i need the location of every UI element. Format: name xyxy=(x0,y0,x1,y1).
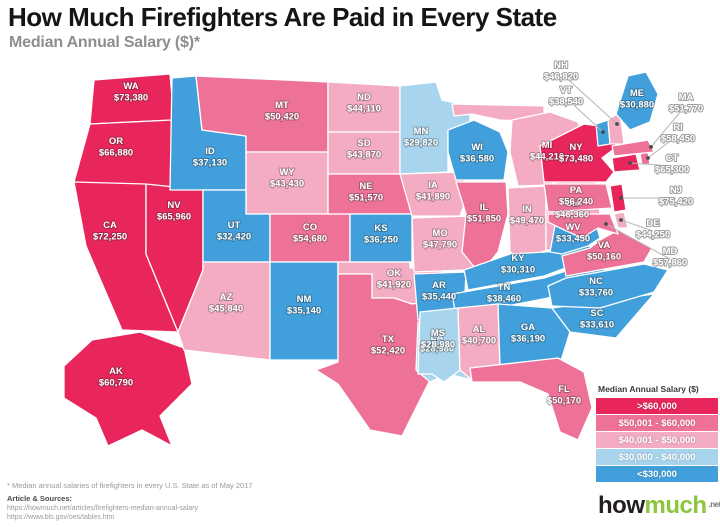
state-md-label: MD $57,860 xyxy=(653,246,687,269)
logo-net: .net xyxy=(708,500,720,509)
state-fl-shape xyxy=(469,357,593,441)
legend-band-0: >$60,000 xyxy=(596,398,718,414)
state-nm-label: NM $35,140 xyxy=(287,294,321,317)
state-va-label: VA $50,160 xyxy=(587,240,621,263)
state-fl-label: FL $50,170 xyxy=(547,384,581,407)
state-ks-label: KS $36,250 xyxy=(364,223,398,246)
leader-line-ma xyxy=(650,104,687,148)
leader-line-md xyxy=(605,223,671,260)
state-ct-label: CT $65,300 xyxy=(655,153,689,176)
state-nh-label: NH $46,820 xyxy=(544,60,578,83)
leader-line-ri xyxy=(647,134,679,159)
state-ny-label: NY $73,480 xyxy=(559,142,593,165)
state-sc-label: SC $33,610 xyxy=(580,308,614,331)
leader-line-de xyxy=(620,219,654,232)
state-pa-shape xyxy=(543,183,613,213)
state-tn-label: TN $38,460 xyxy=(487,282,521,305)
state-wi-label: WI $36,580 xyxy=(460,142,494,165)
anchor-dot-nj xyxy=(619,196,623,200)
footnote: * Median annual salaries of firefighters… xyxy=(7,481,253,490)
state-id-label: ID $37,130 xyxy=(193,146,227,169)
state-nj-label: NJ $75,420 xyxy=(659,185,693,208)
state-ma-label: MA $51,770 xyxy=(669,92,703,115)
state-nd-label: ND $44,110 xyxy=(347,92,381,115)
state-ri-label: RI $58,450 xyxy=(661,122,695,145)
state-nc-label: NC $33,760 xyxy=(579,276,613,299)
state-az-label: AZ $45,840 xyxy=(209,292,243,315)
state-ct-shape xyxy=(611,153,641,173)
anchor-dot-ma xyxy=(649,145,653,149)
legend: Median Annual Salary ($) >$60,000 $50,001… xyxy=(596,384,720,483)
state-mn-label: MN $29,820 xyxy=(404,126,438,149)
state-sd-label: SD $43,870 xyxy=(347,138,381,161)
state-ca-label: CA $72,250 xyxy=(93,220,127,243)
legend-band-1: $50,001 - $60,000 xyxy=(596,415,718,431)
state-wa-label: WA $73,380 xyxy=(114,81,148,104)
legend-band-4: <$30,000 xyxy=(596,466,718,482)
state-me-label: ME $30,880 xyxy=(620,88,654,111)
source-url-howmuch: https://howmuch.net/articles/firefighter… xyxy=(7,505,199,512)
leader-line-vt xyxy=(565,97,604,133)
howmuch-logo: howmuch .net xyxy=(598,492,720,520)
state-ak-label: AK $60,790 xyxy=(99,366,133,389)
anchor-dot-ct xyxy=(628,161,632,165)
state-co-label: CO $54,680 xyxy=(293,222,327,245)
anchor-dot-md xyxy=(604,222,608,226)
state-oh-label: OH $46,360 xyxy=(555,198,589,221)
page-subtitle: Median Annual Salary ($)* xyxy=(9,34,200,51)
state-md-shape xyxy=(547,213,619,239)
state-al-label: AL $40,700 xyxy=(462,324,496,347)
state-tx-label: TX $52,420 xyxy=(371,334,405,357)
sources-label: Article & Sources: xyxy=(7,494,73,503)
page-title: How Much Firefighters Are Paid in Every … xyxy=(8,2,557,32)
state-mt-label: MT $50,420 xyxy=(265,100,299,123)
state-ia-label: IA $41,890 xyxy=(416,180,450,203)
leader-line-ct xyxy=(629,162,673,167)
state-de-label: DE $44,250 xyxy=(636,218,670,241)
state-ks-shape xyxy=(349,213,413,263)
state-ok-label: OK $41,920 xyxy=(377,268,411,291)
state-wv-label: WV $33,450 xyxy=(556,222,590,245)
state-or-label: OR $66,880 xyxy=(99,136,133,159)
state-wy-label: WY $43,430 xyxy=(270,167,304,190)
state-pa-label: PA $56,240 xyxy=(559,185,593,208)
state-ma-shape xyxy=(611,139,655,157)
legend-band-3: $30,000 - $40,000 xyxy=(596,449,718,465)
logo-much: much xyxy=(644,492,708,519)
state-nj-shape xyxy=(609,183,627,213)
anchor-dot-ri xyxy=(646,156,650,160)
logo-how: how xyxy=(598,492,645,519)
state-ga-shape xyxy=(497,303,571,367)
state-ms-label: MS $28,980 xyxy=(421,328,455,351)
state-ky-label: KY $30,310 xyxy=(501,253,535,276)
state-la-label: LA $28,980 xyxy=(420,332,454,355)
state-vt-label: VT $38,540 xyxy=(549,85,583,108)
state-in-label: IN $49,470 xyxy=(510,204,544,227)
state-mo-label: MO $47,790 xyxy=(423,228,457,251)
leader-line-nh xyxy=(560,72,618,125)
anchor-dot-vt xyxy=(601,130,605,134)
state-va-shape xyxy=(561,229,653,277)
state-ak-shape xyxy=(63,331,193,447)
state-ar-label: AR $35,440 xyxy=(422,280,456,303)
state-ga-label: GA $36,190 xyxy=(511,322,545,345)
state-nc-shape xyxy=(547,263,669,309)
legend-band-2: $40,001 - $50,000 xyxy=(596,432,718,448)
state-mi-label: MI $44,210 xyxy=(530,140,564,163)
legend-title: Median Annual Salary ($) xyxy=(598,384,699,394)
state-me-shape xyxy=(615,71,659,131)
anchor-dot-nh xyxy=(615,122,619,126)
state-nv-label: NV $65,960 xyxy=(157,200,191,223)
state-il-label: IL $51,850 xyxy=(467,202,501,225)
state-ut-label: UT $32,420 xyxy=(217,220,251,243)
anchor-dot-de xyxy=(619,218,623,222)
state-wi-shape xyxy=(447,119,509,181)
state-ne-label: NE $51,570 xyxy=(349,181,383,204)
source-url-bls: https://www.bls.gov/oes/tables.htm xyxy=(7,514,115,521)
